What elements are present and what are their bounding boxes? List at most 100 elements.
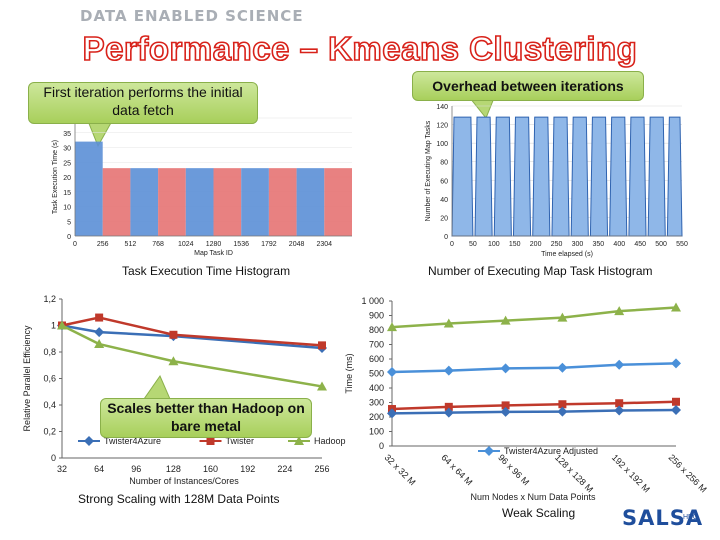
weak-data-point	[501, 401, 510, 410]
map-y-axis-title: Number of Executing Map Tasks	[425, 120, 432, 221]
callout-overhead: Overhead between iterations	[412, 71, 644, 101]
weak-y-tick-label: 600	[369, 354, 384, 364]
hist-y-tick-label: 35	[63, 131, 71, 138]
weak-data-point	[500, 363, 511, 374]
strong-data-point	[169, 330, 178, 339]
weak-y-tick-label: 100	[369, 427, 384, 437]
map-x-tick-label: 350	[593, 241, 605, 248]
strong-data-point	[317, 381, 327, 391]
map-iteration-area	[551, 116, 570, 237]
strong-y-tick-label: 0,6	[43, 374, 56, 384]
weak-x-tick-label: 256 x 256 M	[667, 452, 709, 494]
map-x-tick-label: 400	[613, 241, 625, 248]
map-iteration-area	[609, 116, 628, 237]
map-x-tick-label: 550	[676, 241, 688, 248]
hist-x-tick-label: 1536	[233, 241, 249, 248]
strong-data-point	[318, 341, 326, 350]
weak-data-point	[557, 362, 568, 373]
weak-series-line	[391, 306, 677, 329]
map-x-axis-title: Time elapsed (s)	[541, 251, 593, 258]
weak-data-point	[558, 400, 567, 409]
weak-x-tick-label: 192 x 192 M	[610, 452, 652, 494]
weak-x-tick-label: 96 x 96 M	[496, 452, 531, 487]
hist-bar-segment	[75, 141, 103, 236]
weak-data-point	[387, 322, 397, 332]
hist-bar-segment	[241, 168, 269, 236]
hist-x-tick-label: 1024	[178, 241, 194, 248]
map-x-tick-label: 200	[530, 241, 542, 248]
hist-x-tick-label: 768	[152, 241, 164, 248]
strong-x-tick-label: 224	[277, 464, 292, 474]
weak-data-point	[614, 306, 625, 316]
weak-data-point	[557, 406, 568, 417]
hist-bar-segment	[102, 168, 131, 236]
strong-x-tick-label: 192	[240, 464, 255, 474]
weak-y-tick-label: 0	[379, 441, 384, 451]
salsa-logo-sub: HPC	[683, 514, 698, 521]
map-y-tick-label: 100	[436, 141, 448, 148]
weak-y-tick-label: 200	[369, 412, 384, 422]
weak-data-point	[671, 302, 681, 312]
caption-weak-scaling: Weak Scaling	[502, 506, 576, 520]
weak-data-point	[500, 406, 511, 417]
caption-strong-scaling: Strong Scaling with 128M Data Points	[78, 492, 280, 506]
weak-data-point	[557, 312, 568, 322]
strong-legend-label: Hadoop	[314, 436, 346, 446]
map-iteration-area	[493, 116, 512, 237]
map-iteration-area	[512, 116, 532, 237]
page-title: Performance – Kmeans Clustering	[82, 29, 638, 68]
caption-map-task-histogram: Number of Executing Map Task Histogram	[428, 264, 653, 278]
hist-bar-segment	[213, 168, 242, 236]
hist-y-tick-label: 25	[63, 160, 71, 167]
strong-x-tick-label: 32	[57, 464, 67, 474]
map-x-tick-label: 0	[450, 241, 454, 248]
callout-first-iteration: First iteration performs the initial dat…	[28, 82, 258, 124]
map-iteration-area	[628, 116, 647, 237]
weak-y-tick-label: 1 000	[361, 296, 384, 306]
strong-x-tick-label: 256	[314, 464, 329, 474]
strong-x-tick-label: 64	[94, 464, 104, 474]
weak-data-point	[443, 318, 454, 328]
map-x-tick-label: 150	[509, 241, 521, 248]
strong-x-tick-label: 128	[166, 464, 181, 474]
map-y-tick-label: 20	[440, 215, 448, 222]
weak-data-point	[671, 358, 681, 369]
hist-x-tick-label: 512	[125, 241, 137, 248]
strong-data-point	[94, 327, 105, 338]
weak-x-tick-label: 64 x 64 M	[439, 452, 474, 487]
callout-pointer-overhead	[468, 97, 495, 119]
strong-x-tick-label: 96	[131, 464, 141, 474]
strong-legend-label: Twister	[226, 436, 255, 446]
weak-data-point	[615, 399, 624, 408]
hist-bar-segment	[185, 168, 214, 236]
hist-x-tick-label: 256	[97, 241, 109, 248]
strong-legend-marker	[206, 437, 215, 445]
strong-y-tick-label: 1	[51, 321, 56, 331]
weak-y-tick-label: 800	[369, 325, 384, 335]
hist-bar-segment	[268, 168, 297, 236]
weak-data-point	[443, 407, 454, 418]
weak-data-point	[614, 359, 625, 370]
caption-task-histogram: Task Execution Time Histogram	[122, 264, 291, 278]
strong-legend-marker	[294, 436, 304, 445]
weak-data-point	[443, 365, 454, 376]
weak-data-point	[387, 408, 397, 419]
weak-y-tick-label: 500	[369, 369, 384, 379]
weak-series-line	[391, 400, 677, 411]
salsa-logo: SALSA	[622, 506, 704, 530]
strong-data-point	[94, 339, 105, 349]
weak-data-point	[387, 367, 397, 378]
hist-y-tick-label: 15	[63, 190, 71, 197]
strong-data-point	[168, 356, 179, 366]
map-iteration-area	[474, 116, 493, 237]
weak-data-point	[614, 405, 625, 416]
map-y-tick-label: 120	[436, 123, 448, 130]
strong-y-tick-label: 1,2	[43, 294, 56, 304]
hist-x-tick-label: 2048	[289, 241, 305, 248]
weak-y-tick-label: 400	[369, 383, 384, 393]
weak-legend-marker	[484, 446, 494, 456]
strong-x-axis-title: Number of Instances/Cores	[129, 476, 239, 486]
brand-header: DATA ENABLED SCIENCE	[80, 7, 304, 25]
hist-y-tick-label: 30	[63, 146, 71, 153]
